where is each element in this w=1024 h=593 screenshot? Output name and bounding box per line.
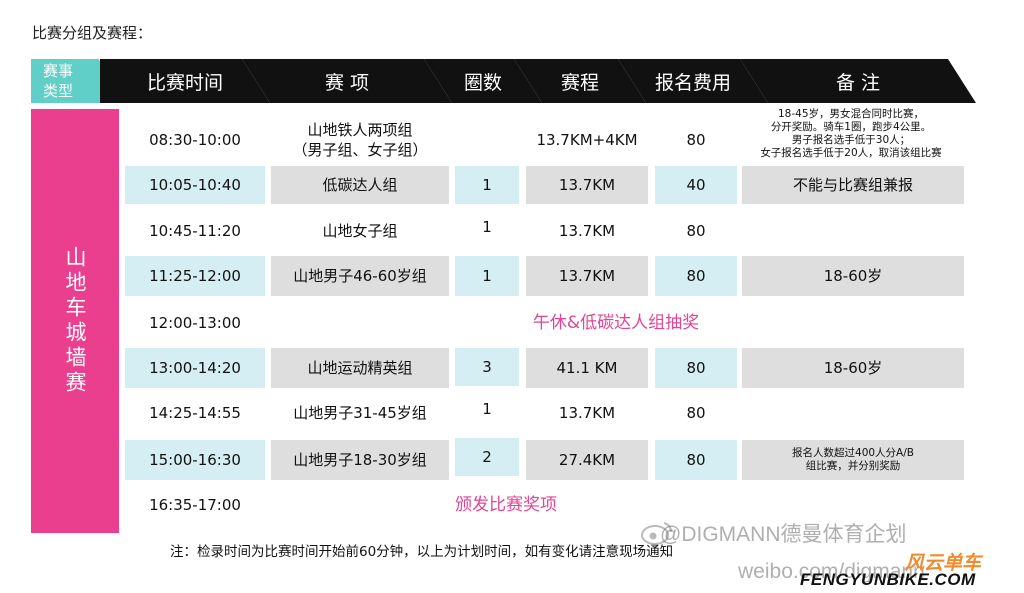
weibo-logo-icon bbox=[641, 522, 672, 545]
row-note: 不能与比赛组兼报 bbox=[742, 166, 964, 204]
row-note: 18-45岁，男女混合同时比赛， 分开奖励。骑车1圈，跑步4公里。 男子报名选手… bbox=[760, 107, 942, 160]
row-laps bbox=[455, 116, 519, 164]
row-laps: 1 bbox=[455, 256, 519, 296]
row-time: 15:00-16:30 bbox=[125, 440, 265, 480]
row-laps: 1 bbox=[482, 217, 492, 236]
row-laps: 2 bbox=[455, 438, 519, 476]
row-time: 11:25-12:00 bbox=[125, 256, 265, 296]
brand-logo-cn: 风云单车 bbox=[905, 552, 982, 574]
row-event: 低碳达人组 bbox=[271, 166, 449, 204]
row-distance: 13.7KM bbox=[526, 256, 648, 296]
header-col-time: 比赛时间 bbox=[100, 59, 270, 103]
weibo-site-watermark: weibo.com/digmann bbox=[738, 560, 925, 583]
row-laps: 3 bbox=[455, 348, 519, 386]
row-time: 14:25-14:55 bbox=[149, 403, 241, 422]
row-note bbox=[742, 394, 964, 432]
row-fee: 80 bbox=[655, 348, 737, 388]
row-event: 山地运动精英组 bbox=[271, 348, 449, 388]
row-note: 18-60岁 bbox=[742, 348, 964, 388]
row-distance: 13.7KM bbox=[558, 403, 616, 422]
awards-label: 颁发比赛奖项 bbox=[455, 494, 557, 515]
row-time: 10:05-10:40 bbox=[125, 166, 265, 204]
row-fee: 80 bbox=[686, 403, 706, 422]
row-laps: 1 bbox=[455, 166, 519, 204]
header-type-label: 赛事 类型 bbox=[42, 62, 73, 100]
lunch-break-label: 午休&低碳达人组抽奖 bbox=[532, 312, 700, 333]
row-fee: 80 bbox=[686, 221, 706, 240]
row-fee: 80 bbox=[686, 130, 706, 149]
row-fee: 40 bbox=[655, 166, 737, 204]
row-fee: 80 bbox=[655, 256, 737, 296]
row-fee: 80 bbox=[655, 440, 737, 480]
header-col-note: 备 注 bbox=[740, 59, 976, 103]
weibo-handle-watermark: @DIGMANN德曼体育企划 bbox=[660, 523, 907, 546]
row-time: 08:30-10:00 bbox=[149, 130, 241, 149]
row-distance: 13.7KM bbox=[526, 166, 648, 204]
row-laps: 1 bbox=[482, 399, 492, 418]
row-note: 报名人数超过400人分A/B 组比赛，并分别奖励 bbox=[742, 440, 964, 480]
row-distance: 13.7KM bbox=[558, 221, 616, 240]
row-distance: 13.7KM+4KM bbox=[536, 130, 638, 149]
row-event: 山地男子46-60岁组 bbox=[271, 256, 449, 296]
row-distance: 41.1 KM bbox=[526, 348, 648, 388]
row-event: 山地男子18-30岁组 bbox=[271, 440, 449, 480]
header-col-fee: 报名费用 bbox=[618, 59, 768, 103]
row-time: 12:00-13:00 bbox=[149, 313, 241, 332]
row-time: 10:45-11:20 bbox=[149, 221, 241, 240]
row-time: 16:35-17:00 bbox=[149, 495, 241, 514]
row-event: 山地铁人两项组 （男子组、女子组） bbox=[292, 120, 428, 159]
row-distance: 27.4KM bbox=[526, 440, 648, 480]
row-note: 18-60岁 bbox=[742, 256, 964, 296]
row-note bbox=[742, 212, 964, 250]
row-event: 山地女子组 bbox=[322, 221, 398, 240]
row-time: 13:00-14:20 bbox=[125, 348, 265, 388]
footnote: 注：检录时间为比赛时间开始前60分钟，以上为计划时间，如有变化请注意现场通知 bbox=[170, 544, 674, 560]
brand-logo-en: FENGYUNBIKE.COM bbox=[800, 570, 976, 589]
page-title: 比赛分组及赛程： bbox=[32, 24, 153, 42]
category-label: 山地车城墙赛 bbox=[63, 246, 87, 396]
category-label-cell: 山地车城墙赛 bbox=[31, 109, 119, 533]
row-event: 山地男子31-45岁组 bbox=[293, 403, 427, 422]
header-col-event: 赛 项 bbox=[242, 59, 452, 103]
